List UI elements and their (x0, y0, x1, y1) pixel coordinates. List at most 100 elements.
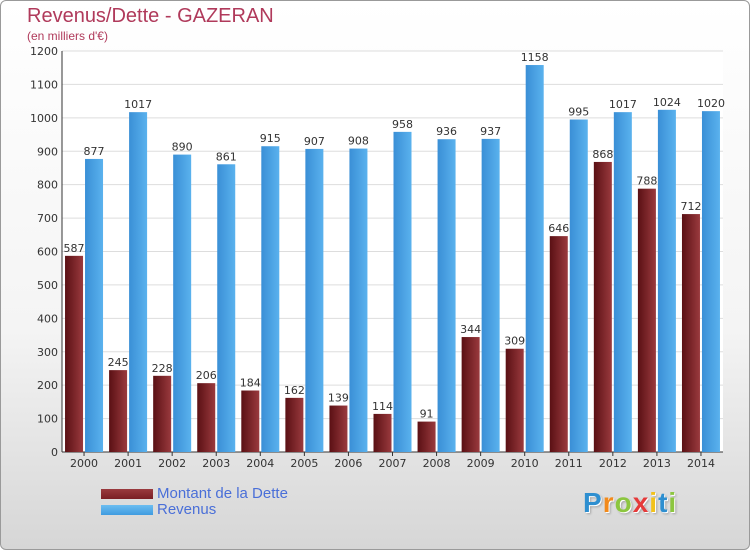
x-tick-label: 2007 (379, 457, 407, 470)
bar-dette (593, 161, 612, 452)
value-label-revenus: 1158 (521, 51, 549, 64)
logo-letter: i (668, 487, 678, 518)
bar-revenus (613, 112, 632, 452)
bar-dette (681, 214, 700, 452)
value-label-dette: 228 (152, 362, 173, 375)
x-tick-label: 2012 (599, 457, 627, 470)
x-tick-label: 2001 (114, 457, 142, 470)
chart-title: Revenus/Dette - GAZERAN (27, 5, 274, 27)
value-label-dette: 184 (240, 377, 261, 390)
value-label-revenus: 936 (436, 125, 457, 138)
bar-revenus (85, 158, 104, 452)
value-label-dette: 646 (548, 222, 569, 235)
y-tick-label: 1200 (30, 45, 58, 58)
logo-letter: t (658, 487, 669, 518)
value-label-dette: 344 (460, 323, 481, 336)
value-label-dette: 868 (592, 148, 613, 161)
x-tick-label: 2008 (423, 457, 451, 470)
y-tick-label: 0 (51, 446, 58, 459)
value-label-revenus: 958 (392, 118, 413, 131)
y-tick-label: 1000 (30, 112, 58, 125)
x-tick-label: 2005 (290, 457, 318, 470)
value-label-dette: 206 (196, 369, 217, 382)
y-tick-label: 100 (37, 413, 58, 426)
bar-dette (153, 375, 172, 452)
value-label-revenus: 861 (216, 150, 237, 163)
bar-revenus (173, 154, 192, 452)
chart-subtitle: (en milliers d'€) (27, 29, 108, 43)
legend-label-revenus: Revenus (157, 501, 217, 518)
value-label-revenus: 1020 (697, 97, 725, 110)
y-tick-label: 900 (37, 145, 58, 158)
legend-swatch-dette (101, 489, 153, 499)
value-label-dette: 245 (108, 356, 129, 369)
value-label-dette: 587 (64, 242, 85, 255)
bar-dette (417, 421, 436, 452)
value-label-revenus: 937 (480, 125, 501, 138)
bar-revenus (129, 112, 148, 452)
bar-dette (505, 348, 524, 452)
bar-dette (109, 370, 128, 452)
bar-dette (329, 405, 348, 452)
bar-revenus (393, 131, 412, 452)
value-label-dette: 788 (636, 175, 657, 188)
x-tick-label: 2006 (334, 457, 362, 470)
bar-revenus (481, 138, 500, 452)
x-tick-label: 2014 (687, 457, 715, 470)
bar-revenus (701, 111, 720, 453)
value-label-dette: 139 (328, 392, 349, 405)
logo-letter: P (583, 487, 603, 518)
x-tick-label: 2009 (467, 457, 495, 470)
bar-revenus (569, 119, 588, 453)
value-label-dette: 91 (420, 408, 434, 421)
value-label-revenus: 908 (348, 135, 369, 148)
x-tick-label: 2002 (158, 457, 186, 470)
bar-dette (637, 188, 656, 452)
value-label-revenus: 995 (568, 106, 589, 119)
bar-revenus (437, 139, 456, 452)
value-label-dette: 309 (504, 335, 525, 348)
logo-letter: i (649, 487, 659, 518)
y-tick-label: 600 (37, 246, 58, 259)
bar-revenus (349, 148, 368, 452)
logo-letter: r (602, 487, 615, 518)
legend-label-dette: Montant de la Dette (157, 485, 288, 502)
x-tick-label: 2013 (643, 457, 671, 470)
bar-revenus (217, 164, 236, 452)
bar-dette (549, 236, 568, 452)
value-label-revenus: 890 (172, 141, 193, 154)
bar-dette (461, 337, 480, 452)
y-tick-label: 400 (37, 312, 58, 325)
bar-revenus (261, 146, 280, 453)
y-tick-label: 800 (37, 179, 58, 192)
x-tick-label: 2000 (70, 457, 98, 470)
bar-dette (65, 255, 84, 452)
bar-dette (197, 383, 216, 452)
x-tick-label: 2010 (511, 457, 539, 470)
legend-swatch-revenus (101, 505, 153, 515)
value-label-revenus: 915 (260, 132, 281, 145)
y-tick-label: 700 (37, 212, 58, 225)
x-tick-label: 2004 (246, 457, 274, 470)
x-tick-label: 2011 (555, 457, 583, 470)
value-label-dette: 114 (372, 400, 393, 413)
y-tick-label: 1100 (30, 78, 58, 91)
bar-revenus (525, 65, 544, 452)
value-label-revenus: 1017 (124, 98, 152, 111)
value-label-revenus: 1024 (653, 96, 681, 109)
value-label-dette: 712 (680, 200, 701, 213)
proxiti-logo: Proxiti (583, 487, 677, 519)
bar-dette (241, 390, 260, 452)
bar-revenus (305, 148, 324, 452)
logo-letter: x (632, 487, 650, 518)
value-label-dette: 162 (284, 384, 305, 397)
value-label-revenus: 907 (304, 135, 325, 148)
logo-letter: o (614, 487, 633, 518)
value-label-revenus: 1017 (609, 98, 637, 111)
y-tick-label: 500 (37, 279, 58, 292)
bar-dette (285, 397, 304, 452)
bar-dette (373, 413, 392, 452)
y-tick-label: 200 (37, 379, 58, 392)
